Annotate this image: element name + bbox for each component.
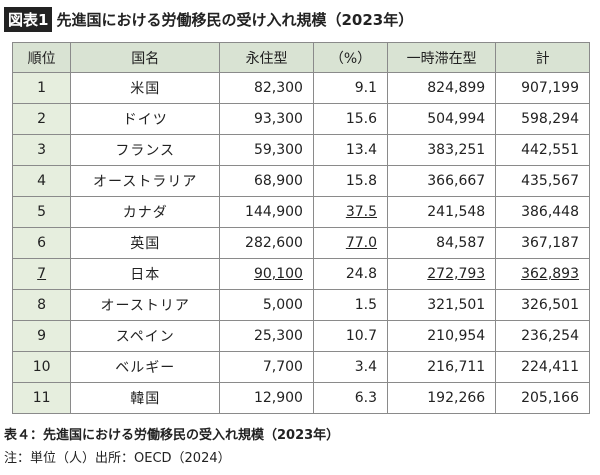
table-cell: 205,166 [495,382,590,414]
table-cell: 216,711 [387,351,497,383]
table-cell: 93,300 [219,103,314,135]
title: 先進国における労働移民の受け入れ規模（2023年） [56,10,414,29]
table-cell: 192,266 [387,382,497,414]
table-row: 3 フランス 59,300 13.4 383,251 442,551 [11,134,590,166]
table-cell: 598,294 [495,103,590,135]
table-row: 4 オーストラリア 68,900 15.8 366,667 435,567 [11,165,590,197]
table-cell: 24.8 [312,258,389,290]
table-cell: 435,567 [495,165,590,197]
table-cell: 8 [11,289,72,321]
table-cell: 386,448 [495,196,590,228]
table-cell: 6.3 [312,382,389,414]
column-header: 国名 [70,42,221,73]
table-cell: 282,600 [219,227,314,259]
table-cell: 3.4 [312,351,389,383]
column-header: 順位 [11,42,72,73]
table-cell: 1.5 [312,289,389,321]
table-cell: 10.7 [312,320,389,352]
table-cell: フランス [70,134,221,166]
table-cell: 144,900 [219,196,314,228]
table-cell: 383,251 [387,134,497,166]
table-cell: 6 [11,227,72,259]
table-cell: 15.8 [312,165,389,197]
table-cell: 442,551 [495,134,590,166]
table-cell: 英国 [70,227,221,259]
table-cell: 824,899 [387,72,497,104]
table-cell: 90,100 [219,258,314,290]
table-row: 9 スペイン 25,300 10.7 210,954 236,254 [11,320,590,352]
table-cell: 15.6 [312,103,389,135]
table-cell: 236,254 [495,320,590,352]
table-cell: 366,667 [387,165,497,197]
table-cell: 224,411 [495,351,590,383]
table-cell: 84,587 [387,227,497,259]
table-cell: 25,300 [219,320,314,352]
table-cell: オーストラリア [70,165,221,197]
column-header: 永住型 [219,42,314,73]
table-cell: 7,700 [219,351,314,383]
table-cell: 272,793 [387,258,497,290]
table-cell: 5 [11,196,72,228]
table-row: 2 ドイツ 93,300 15.6 504,994 598,294 [11,103,590,135]
header: 図表1 先進国における労働移民の受け入れ規模（2023年） [4,6,413,32]
table-cell: 4 [11,165,72,197]
table-cell: 77.0 [312,227,389,259]
table: 順位 国名 永住型 （%） 一時滞在型計 1 米国 82,300 9.1 824,899 907,… [11,42,590,414]
table-cell: 210,954 [387,320,497,352]
note: 注：単位（人）出所：OECD（2024） [4,451,231,466]
table-row: 5 カナダ 144,900 37.5 241,548 386,448 [11,196,590,228]
column-header: （%） [312,42,389,73]
table-row: 7 日本 90,100 24.8 272,793 362,893 [11,258,590,290]
table-cell: 12,900 [219,382,314,414]
table-cell: 907,199 [495,72,590,104]
column-header: 一時滞在型 [387,42,497,73]
table-row: 1 米国 82,300 9.1 824,899 907,199 [11,72,590,104]
table-cell: 2 [11,103,72,135]
table-cell: 5,000 [219,289,314,321]
table-cell: 326,501 [495,289,590,321]
column-header: 計 [495,42,590,73]
table-cell: ベルギー [70,351,221,383]
table-cell: 362,893 [495,258,590,290]
table-cell: カナダ [70,196,221,228]
table-cell: 日本 [70,258,221,290]
table-cell: 10 [11,351,72,383]
table-cell: 241,548 [387,196,497,228]
table-row: 6 英国 282,600 77.0 84,587 367,187 [11,227,590,259]
header-row: 順位 国名 永住型 （%） 一時滞在型計 [11,42,590,73]
table-row: 10 ベルギー 7,700 3.4 216,711 224,411 [11,351,590,383]
table-cell: オーストリア [70,289,221,321]
table-cell: 59,300 [219,134,314,166]
table-cell: 9.1 [312,72,389,104]
table-cell: 11 [11,382,72,414]
table-cell: 504,994 [387,103,497,135]
table-cell: 82,300 [219,72,314,104]
table-cell: スペイン [70,320,221,352]
figure-label: 図表1 [4,6,53,32]
table-row: 11 韓国 12,900 6.3 192,266 205,166 [11,382,590,414]
table-cell: 9 [11,320,72,352]
table-cell: 37.5 [312,196,389,228]
table-cell: 367,187 [495,227,590,259]
table-cell: 7 [11,258,72,290]
table-cell: 1 [11,72,72,104]
table-cell: 13.4 [312,134,389,166]
table-cell: 68,900 [219,165,314,197]
table-row: 8 オーストリア 5,000 1.5 321,501 326,501 [11,289,590,321]
table-cell: 米国 [70,72,221,104]
table-cell: 321,501 [387,289,497,321]
table-cell: 韓国 [70,382,221,414]
table-cell: 3 [11,134,72,166]
caption: 表４：先進国における労働移民の受入れ規模（2023年） [4,428,340,443]
table-cell: ドイツ [70,103,221,135]
